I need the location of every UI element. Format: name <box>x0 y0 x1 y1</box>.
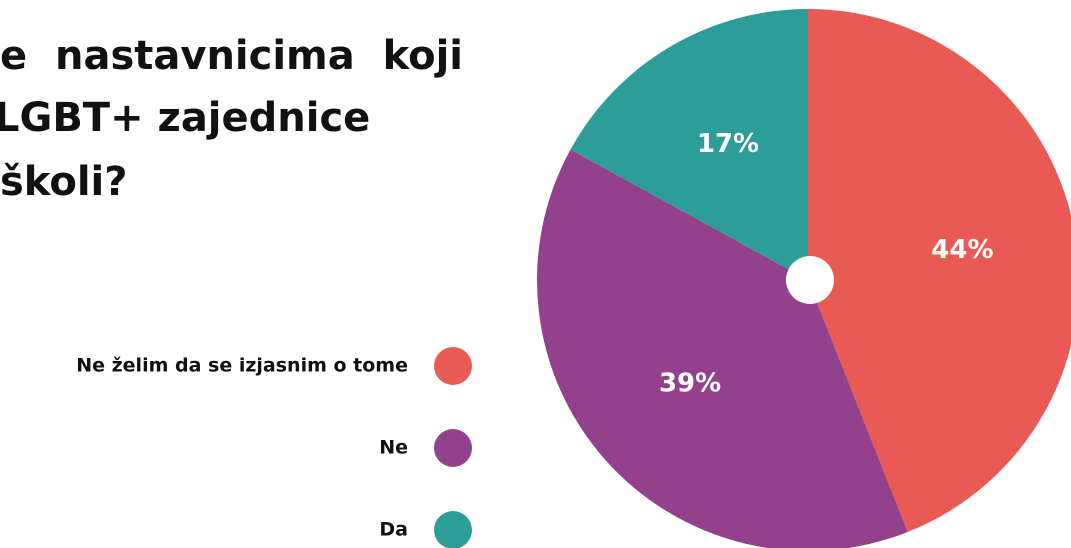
legend-swatch <box>434 429 472 467</box>
legend-label: Da <box>379 519 408 541</box>
title-line: e nastavnicima koji <box>0 33 463 79</box>
slice-label: 44% <box>931 235 993 265</box>
pie-slice <box>808 9 1071 532</box>
pie-slice <box>537 149 908 548</box>
title-line: LGBT+ zajednice <box>0 95 370 141</box>
legend-swatch <box>434 511 472 548</box>
pie-slice <box>570 8 808 280</box>
slice-label: 39% <box>659 368 721 398</box>
legend-swatch <box>434 347 472 385</box>
slice-label: 17% <box>697 129 759 159</box>
title-line: školi? <box>0 159 127 205</box>
legend-label: Ne želim da se izjasnim o tome <box>76 355 408 377</box>
legend-label: Ne <box>379 437 408 459</box>
pie-hole <box>786 256 834 304</box>
